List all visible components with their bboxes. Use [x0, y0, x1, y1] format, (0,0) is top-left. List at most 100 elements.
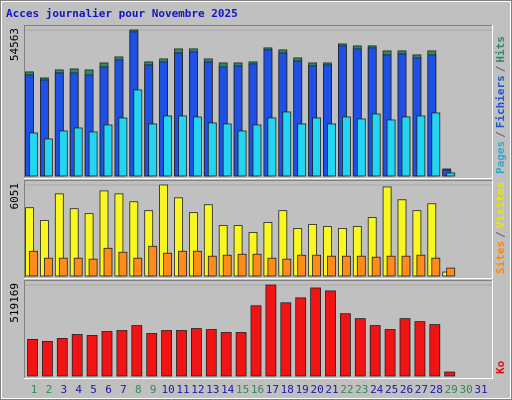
- x-tick-label: 14: [221, 383, 235, 396]
- bar: [42, 340, 53, 377]
- bar: [312, 254, 322, 277]
- x-tick-label: 26: [400, 383, 413, 396]
- bar: [295, 297, 307, 377]
- bar: [369, 325, 381, 377]
- x-tick-label: 8: [135, 383, 142, 396]
- bar: [207, 122, 217, 177]
- bar: [88, 131, 98, 177]
- bar: [371, 113, 381, 177]
- x-tick-label: 25: [385, 383, 398, 396]
- bar: [27, 339, 38, 377]
- bar: [133, 89, 143, 177]
- x-tick-label: 13: [206, 383, 219, 396]
- bar: [312, 117, 322, 177]
- legend-separator: /: [494, 131, 507, 138]
- x-tick-label: 18: [281, 383, 294, 396]
- x-tick-label: 7: [120, 383, 127, 396]
- x-tick-label: 30: [459, 383, 472, 396]
- x-tick-label: 31: [474, 383, 487, 396]
- legend-entry: Ko: [494, 360, 507, 374]
- bar: [371, 256, 381, 277]
- x-tick-label: 17: [266, 383, 279, 396]
- bar: [401, 116, 411, 177]
- legend: Sites / Visites: [494, 182, 507, 274]
- bar: [118, 251, 128, 277]
- bar: [416, 115, 426, 177]
- bar: [101, 331, 113, 377]
- bar: [103, 247, 113, 277]
- bar: [431, 257, 441, 277]
- bar: [297, 254, 307, 277]
- x-tick-label: 4: [75, 383, 82, 396]
- bar: [131, 325, 143, 377]
- bar: [205, 329, 217, 377]
- bar: [235, 332, 247, 377]
- bar: [133, 257, 143, 277]
- bar: [237, 130, 247, 177]
- bar: [192, 116, 202, 177]
- bar: [116, 330, 128, 377]
- bar: [163, 252, 173, 277]
- bar: [280, 302, 292, 377]
- x-tick-label: 6: [105, 383, 112, 396]
- bar: [399, 318, 411, 377]
- bar: [88, 258, 98, 277]
- bar: [176, 330, 187, 377]
- bar: [341, 116, 351, 177]
- legend: Ko: [494, 360, 507, 374]
- bar: [29, 250, 38, 277]
- legend-entry: Pages: [494, 141, 507, 174]
- bar: [431, 112, 441, 177]
- x-tick-label: 19: [296, 383, 309, 396]
- bar: [58, 257, 68, 277]
- x-tick-label: 20: [310, 383, 323, 396]
- legend-separator: /: [494, 65, 507, 72]
- bar: [386, 119, 396, 177]
- bar: [86, 335, 98, 377]
- bar: [310, 287, 322, 377]
- legend-entry: Sites: [494, 241, 507, 274]
- bar: [444, 371, 456, 377]
- bar: [339, 313, 351, 377]
- bar: [356, 255, 366, 277]
- x-tick-label: 15: [236, 383, 249, 396]
- bar: [237, 253, 247, 277]
- x-tick-label: 11: [176, 383, 189, 396]
- bar: [71, 334, 83, 377]
- bar: [327, 123, 336, 177]
- y-tick-label: 54563: [8, 28, 21, 61]
- bar: [250, 305, 262, 377]
- bar: [44, 257, 53, 277]
- legend-entry: Fichiers: [494, 75, 507, 128]
- bar: [325, 290, 336, 377]
- x-tick-label: 3: [60, 383, 67, 396]
- chart-title: Acces journalier pour Novembre 2025: [6, 7, 238, 20]
- bar: [252, 124, 262, 177]
- bar: [103, 124, 113, 177]
- bar: [282, 111, 292, 177]
- bar: [265, 284, 277, 377]
- x-tick-label: 29: [445, 383, 458, 396]
- bar: [297, 123, 307, 177]
- bar: [29, 132, 38, 177]
- bar: [118, 117, 128, 177]
- x-tick-label: 27: [415, 383, 428, 396]
- x-tick-label: 21: [325, 383, 338, 396]
- bar: [161, 330, 173, 377]
- x-tick-label: 23: [355, 383, 368, 396]
- bar: [384, 329, 396, 377]
- bar: [414, 321, 426, 377]
- bar: [58, 130, 68, 177]
- legend-entry: Hits: [494, 36, 507, 63]
- bar: [163, 115, 173, 177]
- bar: [429, 324, 441, 377]
- bar: [252, 253, 262, 277]
- bar: [56, 338, 68, 377]
- bar: [341, 255, 351, 277]
- bar: [178, 115, 187, 177]
- bar: [354, 318, 366, 377]
- bar: [148, 245, 158, 277]
- bar: [222, 123, 232, 177]
